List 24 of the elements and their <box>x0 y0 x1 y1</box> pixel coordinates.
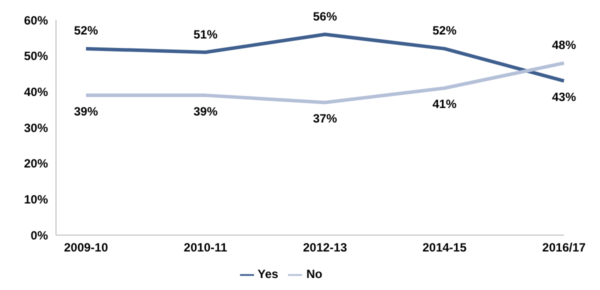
data-label: 43% <box>552 90 576 104</box>
data-label: 48% <box>552 38 576 52</box>
x-tick-label: 2012-13 <box>302 240 348 255</box>
data-label: 56% <box>312 9 338 24</box>
data-label: 37% <box>312 111 338 126</box>
y-tick-label: 30% <box>24 120 48 135</box>
x-tick-label: 2016/17 <box>542 240 586 255</box>
legend-label: No <box>306 267 322 282</box>
y-tick-label: 40% <box>24 84 48 99</box>
data-label: 39% <box>193 104 218 118</box>
x-tick-label: 2014-15 <box>422 240 467 255</box>
data-label: 41% <box>432 97 457 112</box>
data-label: 51% <box>193 27 218 42</box>
data-label: 39% <box>74 104 98 118</box>
y-tick-label: 50% <box>24 49 48 64</box>
y-tick-label: 10% <box>24 192 48 207</box>
legend-label: Yes <box>258 267 278 282</box>
x-tick-label: 2010-11 <box>184 240 228 255</box>
y-tick-label: 0% <box>30 228 48 242</box>
y-tick-label: 20% <box>24 156 48 171</box>
data-label: 52% <box>432 24 457 38</box>
x-tick-label: 2009-10 <box>64 240 108 255</box>
y-tick-label: 60% <box>24 13 48 28</box>
data-label: 52% <box>74 24 98 38</box>
